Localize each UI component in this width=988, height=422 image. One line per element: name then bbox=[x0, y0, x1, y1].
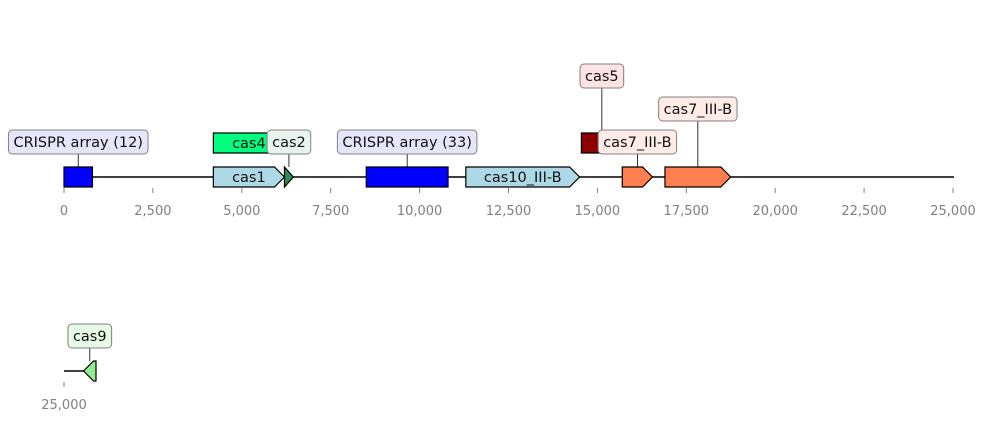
feature-label: cas9 bbox=[73, 329, 107, 345]
feature-cas2-shape bbox=[283, 165, 295, 189]
feature-label: CRISPR array (33) bbox=[342, 135, 472, 151]
feature-cas1-shape bbox=[212, 166, 286, 188]
feature-label: cas7_III-B bbox=[664, 102, 732, 118]
feature-cas7-iii-b-shape bbox=[664, 166, 732, 188]
feature-label: cas5 bbox=[585, 69, 619, 85]
track-2: 25,000 cas9 bbox=[41, 323, 113, 413]
label-box bbox=[658, 96, 738, 122]
label-box bbox=[266, 129, 312, 155]
feature-label: cas2 bbox=[272, 135, 306, 151]
axis-tick-label: 25,000 bbox=[930, 204, 976, 219]
axis-tick-label: 12,500 bbox=[486, 204, 532, 219]
feature-crispr-array-33--shape bbox=[365, 166, 449, 188]
axis-tick-label: 5,000 bbox=[223, 204, 260, 219]
label-box bbox=[597, 129, 678, 155]
axis-tick-label: 15,000 bbox=[575, 204, 621, 219]
axis-tick-label: 2,500 bbox=[134, 204, 171, 219]
axis-tick-label: 17,500 bbox=[664, 204, 710, 219]
feature-crispr-array-12--shape bbox=[63, 166, 94, 188]
label-box bbox=[7, 129, 149, 155]
feature-cas10-iii-b-shape bbox=[465, 166, 581, 188]
feature-cas7-iii-b-shape bbox=[621, 166, 654, 188]
axis-tick-label: 22,500 bbox=[841, 204, 887, 219]
feature-label: cas4 bbox=[232, 136, 266, 152]
axis-tick-label: 10,000 bbox=[397, 204, 443, 219]
feature-label: cas7_III-B bbox=[603, 135, 671, 151]
feature-cas9-shape bbox=[82, 360, 97, 382]
label-box bbox=[579, 63, 625, 89]
axis-tick-label: 20,000 bbox=[752, 204, 798, 219]
axis-tick-label: 0 bbox=[60, 204, 68, 219]
feature-label: cas1 bbox=[232, 170, 266, 186]
axis-tick-label: 7,500 bbox=[312, 204, 349, 219]
label-box bbox=[336, 129, 478, 155]
feature-label: cas10_III-B bbox=[484, 170, 562, 186]
feature-label: CRISPR array (12) bbox=[13, 135, 143, 151]
track-1: 0 2,500 5,000 7,500 10,000 12,500 15,000 17,500… bbox=[7, 63, 976, 219]
axis-tick-label: 25,000 bbox=[41, 398, 87, 413]
label-box bbox=[67, 323, 113, 349]
